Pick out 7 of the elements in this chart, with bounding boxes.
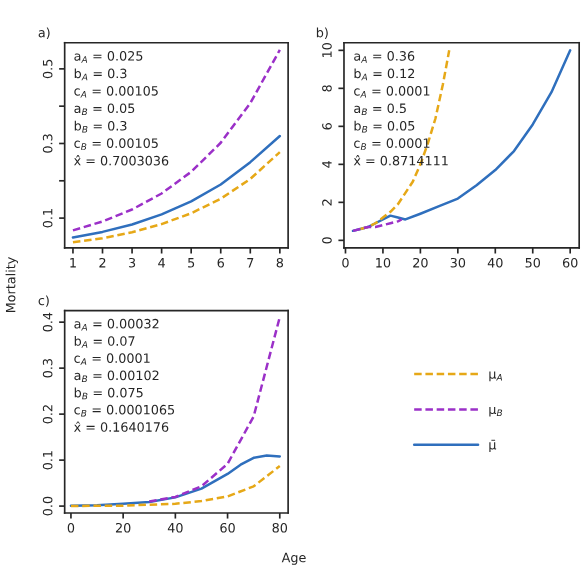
line-series — [351, 49, 572, 233]
line-series — [69, 464, 282, 508]
line-series — [71, 150, 282, 244]
line-series — [69, 454, 282, 507]
line-series — [359, 49, 451, 231]
line-series — [71, 134, 282, 239]
line-series — [71, 48, 282, 232]
